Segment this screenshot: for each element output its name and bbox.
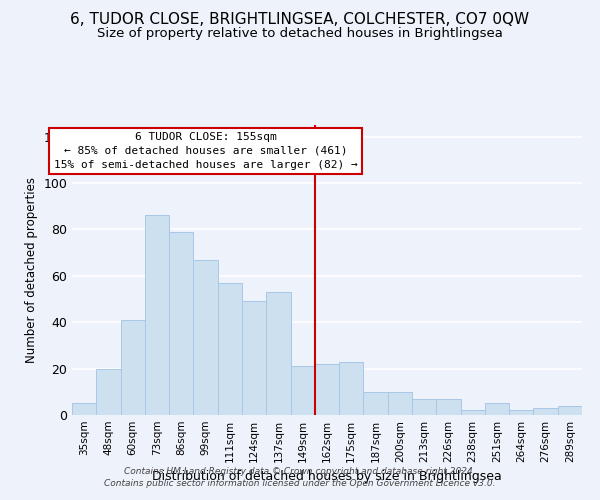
Text: 6 TUDOR CLOSE: 155sqm
← 85% of detached houses are smaller (461)
15% of semi-det: 6 TUDOR CLOSE: 155sqm ← 85% of detached … — [53, 132, 358, 170]
X-axis label: Distribution of detached houses by size in Brightlingsea: Distribution of detached houses by size … — [152, 470, 502, 484]
Bar — [509, 410, 533, 415]
Bar — [315, 364, 339, 415]
Bar — [266, 292, 290, 415]
Text: Contains public sector information licensed under the Open Government Licence v3: Contains public sector information licen… — [104, 478, 496, 488]
Bar — [436, 399, 461, 415]
Bar — [193, 260, 218, 415]
Bar — [218, 283, 242, 415]
Bar — [364, 392, 388, 415]
Bar — [242, 302, 266, 415]
Bar — [388, 392, 412, 415]
Bar — [72, 404, 96, 415]
Bar — [412, 399, 436, 415]
Bar — [96, 368, 121, 415]
Y-axis label: Number of detached properties: Number of detached properties — [25, 177, 38, 363]
Bar — [558, 406, 582, 415]
Text: Contains HM Land Registry data © Crown copyright and database right 2024.: Contains HM Land Registry data © Crown c… — [124, 467, 476, 476]
Bar — [461, 410, 485, 415]
Text: Size of property relative to detached houses in Brightlingsea: Size of property relative to detached ho… — [97, 28, 503, 40]
Bar — [339, 362, 364, 415]
Bar — [145, 216, 169, 415]
Bar — [485, 404, 509, 415]
Bar — [169, 232, 193, 415]
Bar — [121, 320, 145, 415]
Bar — [533, 408, 558, 415]
Text: 6, TUDOR CLOSE, BRIGHTLINGSEA, COLCHESTER, CO7 0QW: 6, TUDOR CLOSE, BRIGHTLINGSEA, COLCHESTE… — [70, 12, 530, 28]
Bar — [290, 366, 315, 415]
